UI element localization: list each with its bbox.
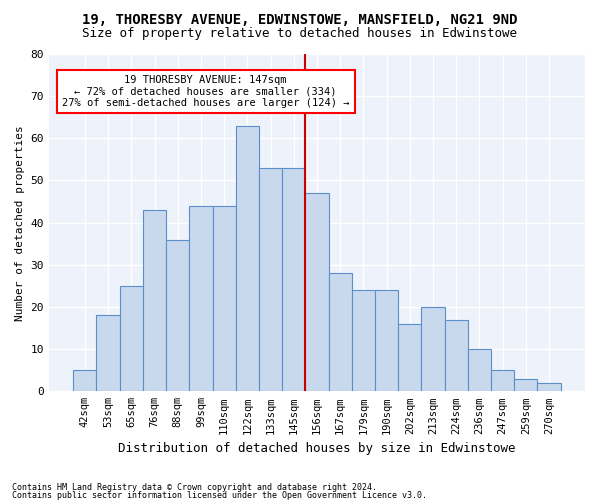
Bar xyxy=(305,193,329,392)
Text: Contains HM Land Registry data © Crown copyright and database right 2024.: Contains HM Land Registry data © Crown c… xyxy=(12,484,377,492)
Bar xyxy=(166,240,190,392)
Bar xyxy=(73,370,97,392)
Bar xyxy=(97,316,119,392)
Bar xyxy=(468,349,491,392)
Bar xyxy=(119,286,143,392)
Bar xyxy=(375,290,398,392)
Bar xyxy=(190,206,212,392)
Bar xyxy=(398,324,421,392)
Bar xyxy=(538,383,560,392)
Bar xyxy=(491,370,514,392)
Bar xyxy=(236,126,259,392)
Bar xyxy=(352,290,375,392)
Text: Size of property relative to detached houses in Edwinstowe: Size of property relative to detached ho… xyxy=(83,28,517,40)
Bar xyxy=(259,168,282,392)
Y-axis label: Number of detached properties: Number of detached properties xyxy=(15,125,25,320)
Bar xyxy=(212,206,236,392)
Bar xyxy=(421,307,445,392)
X-axis label: Distribution of detached houses by size in Edwinstowe: Distribution of detached houses by size … xyxy=(118,442,516,455)
Bar xyxy=(282,168,305,392)
Bar xyxy=(329,273,352,392)
Bar xyxy=(445,320,468,392)
Bar xyxy=(143,210,166,392)
Text: Contains public sector information licensed under the Open Government Licence v3: Contains public sector information licen… xyxy=(12,491,427,500)
Text: 19, THORESBY AVENUE, EDWINSTOWE, MANSFIELD, NG21 9ND: 19, THORESBY AVENUE, EDWINSTOWE, MANSFIE… xyxy=(82,12,518,26)
Text: 19 THORESBY AVENUE: 147sqm
← 72% of detached houses are smaller (334)
27% of sem: 19 THORESBY AVENUE: 147sqm ← 72% of deta… xyxy=(62,75,349,108)
Bar xyxy=(514,378,538,392)
